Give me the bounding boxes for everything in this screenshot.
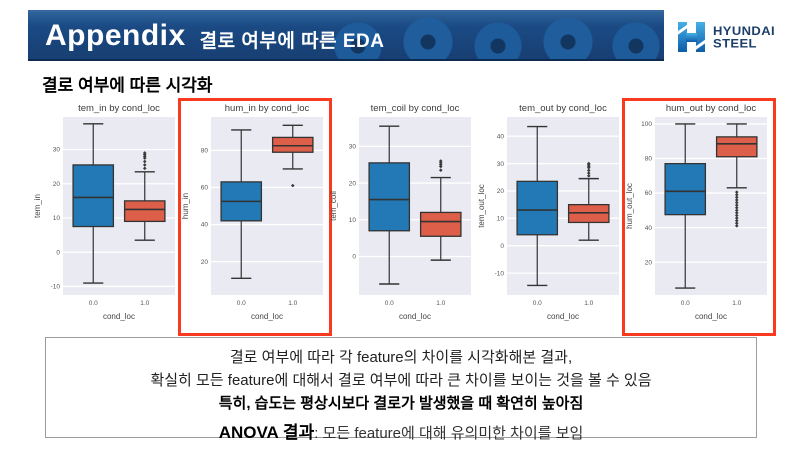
x-tick-label: 1.0 [288,300,297,307]
chart-title: tem_out by cond_loc [519,103,607,114]
y-axis-label: hum_out_loc [625,183,634,229]
anova-label: ANOVA 결과 [218,423,315,442]
x-tick-label: 0.0 [385,300,394,307]
summary-line-3: 특히, 습도는 평상시보다 결로가 발생했을 때 확연히 높아짐 [218,395,584,412]
y-axis-label: tem_out_loc [477,184,486,228]
x-axis-label: cond_loc [103,312,135,321]
box-0.0 [516,125,559,287]
y-tick-label: 40 [497,133,505,140]
hyundai-h-icon [677,22,707,52]
boxplot-svg: 20 40 60 80 hum_in by cond_loc hum_in cond_loc… [181,103,323,321]
x-axis-label: cond_loc [547,312,579,321]
chart-tem_in: -10 0 10 20 30 tem_in by cond_loc tem_in cond_l… [33,101,181,333]
boxplot-svg: -10 0 10 20 30 40 tem_out by cond_loc tem_out_l… [477,103,619,321]
outlier-marker [438,168,443,173]
summary-line-2: 확실히 모든 feature에 대해서 결로 여부에 따라 큰 차이를 보이는 … [150,372,652,389]
x-tick-label: 0.0 [237,300,246,307]
y-tick-label: 20 [201,259,209,266]
anova-text: : 모든 feature에 대해 유의미한 차이를 보임 [314,425,584,442]
box-1.0 [271,124,314,188]
boxplot-svg: 20 40 60 80 100 hum_out by cond_loc hum_out_lo… [625,103,767,321]
hyundai-steel-logo: HYUNDAI STEEL [677,21,775,53]
chart-title: hum_in by cond_loc [225,103,310,114]
x-tick-label: 0.0 [533,300,542,307]
y-tick-label: 30 [497,161,505,168]
header-bar: Appendix 결로 여부에 따른 EDA [28,10,664,61]
y-axis-label: tem_in [33,194,42,218]
y-tick-label: 100 [641,121,652,128]
y-tick-label: 30 [349,144,357,151]
x-tick-label: 1.0 [140,300,149,307]
x-tick-label: 0.0 [89,300,98,307]
chart-title: hum_out by cond_loc [666,103,757,114]
charts-row: -10 0 10 20 30 tem_in by cond_loc tem_in cond_l… [33,101,773,333]
y-tick-label: 0 [56,249,60,256]
y-tick-label: 0 [500,243,504,250]
y-tick-label: -10 [51,284,61,291]
y-tick-label: 60 [201,185,209,192]
section-title: 결로 여부에 따른 시각화 [42,76,213,95]
y-tick-label: 0 [352,254,356,261]
y-tick-label: 10 [497,216,505,223]
y-tick-label: 20 [645,259,653,266]
x-axis-label: cond_loc [251,312,283,321]
y-tick-label: 10 [53,215,61,222]
x-tick-label: 1.0 [584,300,593,307]
x-axis-label: cond_loc [695,312,727,321]
logo-line1: HYUNDAI [713,23,776,38]
y-tick-label: 20 [349,180,357,187]
summary-line-anova: ANOVA 결과: 모든 feature에 대해 유의미한 차이를 보임 [46,421,756,445]
y-tick-label: 80 [201,148,209,155]
y-tick-label: 40 [201,222,209,229]
y-tick-label: 60 [645,190,653,197]
y-tick-label: 80 [645,156,653,163]
box-0.0 [220,129,263,280]
box-1.0 [123,151,166,241]
y-tick-label: -10 [495,270,505,277]
logo-line2: STEEL [713,36,757,51]
page-title: Appendix [45,18,186,52]
box-0.0 [368,125,411,285]
chart-title: tem_coil by cond_loc [371,103,460,114]
chart-hum_out_loc: 20 40 60 80 100 hum_out by cond_loc hum_out_lo… [625,101,773,333]
summary-box: 결로 여부에 따라 각 feature의 차이를 시각화해본 결과, 확실히 모… [45,337,757,442]
chart-tem_coil: 0 10 20 30 tem_coil by cond_loc tem_coil cond_… [329,101,477,333]
y-tick-label: 10 [349,217,357,224]
boxplot-svg: 0 10 20 30 tem_coil by cond_loc tem_coil cond_… [329,103,471,321]
box-1.0 [419,159,462,261]
boxplot-svg: -10 0 10 20 30 tem_in by cond_loc tem_in cond_l… [33,103,175,321]
y-tick-label: 20 [53,181,61,188]
y-tick-label: 30 [53,147,61,154]
y-tick-label: 40 [645,225,653,232]
x-tick-label: 0.0 [681,300,690,307]
box-0.0 [664,123,707,289]
chart-hum_in: 20 40 60 80 hum_in by cond_loc hum_in cond_loc… [181,101,329,333]
outlier-marker [142,159,147,164]
y-axis-label: hum_in [181,193,190,219]
y-tick-label: 20 [497,188,505,195]
chart-title: tem_in by cond_loc [78,103,160,114]
box-0.0 [72,123,115,284]
y-axis-label: tem_coil [329,191,338,221]
x-axis-label: cond_loc [399,312,431,321]
chart-tem_out_loc: -10 0 10 20 30 40 tem_out by cond_loc tem_out_l… [477,101,625,333]
x-tick-label: 1.0 [732,300,741,307]
logo-wordmark: HYUNDAI STEEL [713,24,775,49]
x-tick-label: 1.0 [436,300,445,307]
page-subtitle: 결로 여부에 따른 EDA [199,31,385,52]
summary-line-1: 결로 여부에 따라 각 feature의 차이를 시각화해본 결과, [229,349,573,366]
